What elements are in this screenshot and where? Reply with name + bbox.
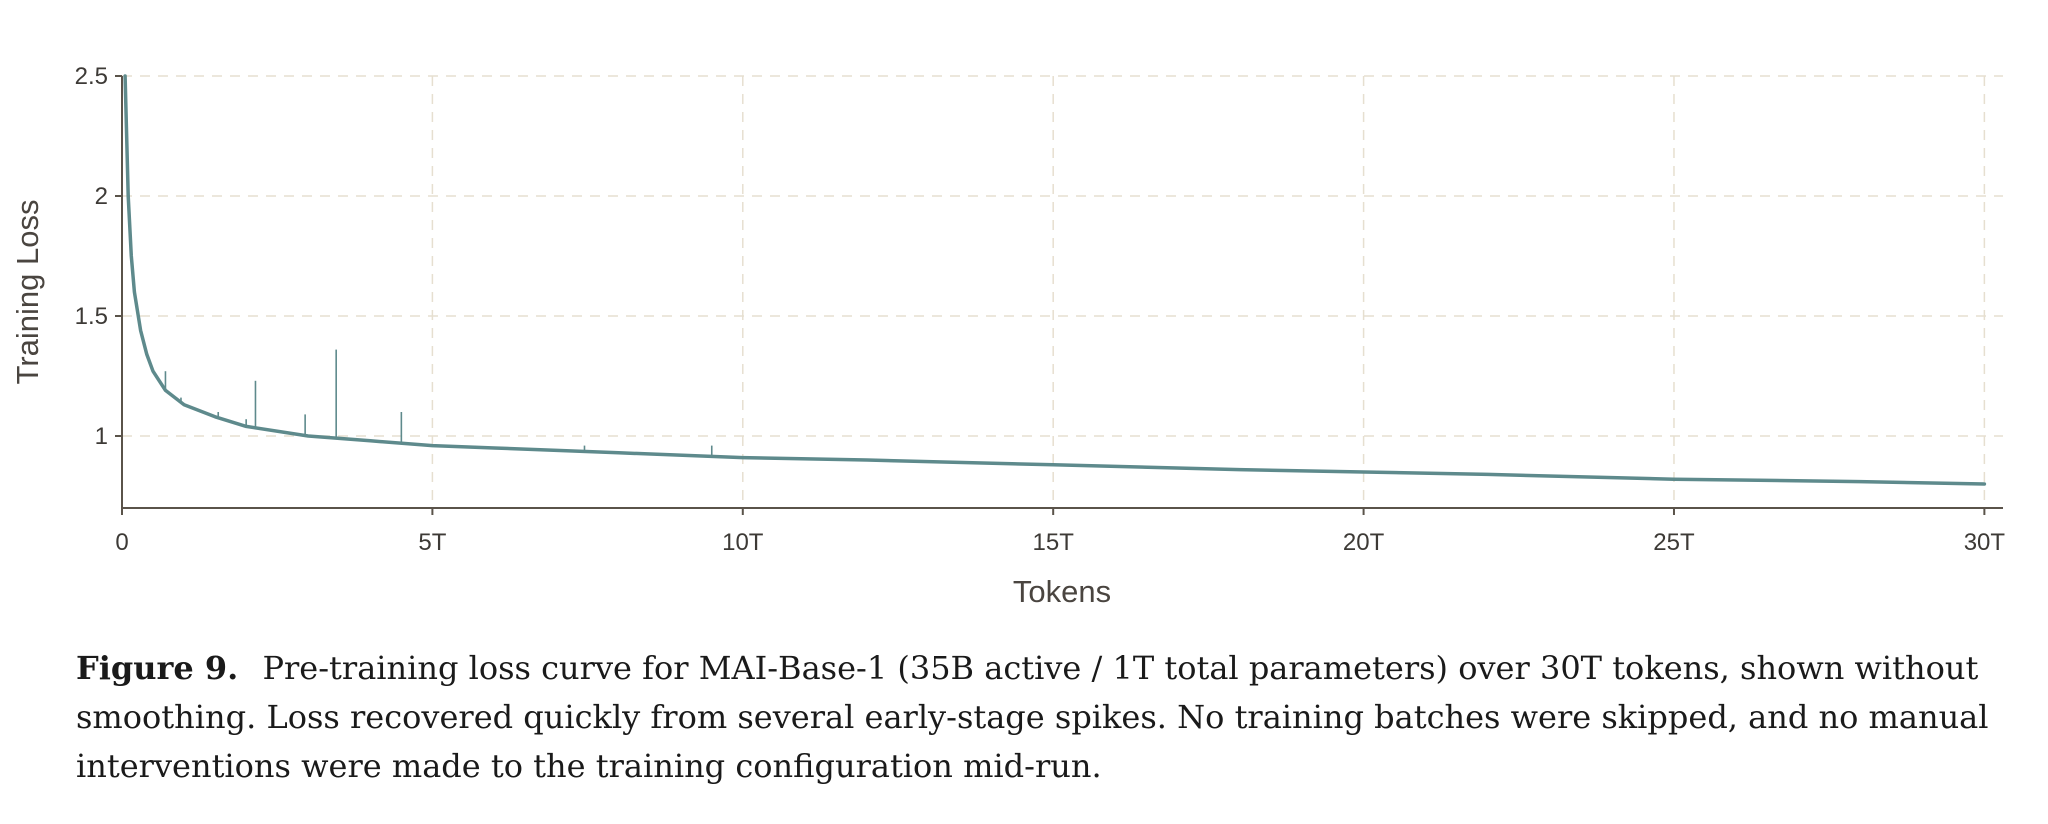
x-tick-label: 20T [1343,529,1385,556]
figure-label: Figure 9. [76,649,239,687]
y-tick-label: 1 [95,423,108,450]
y-tick-label: 1.5 [75,303,108,330]
x-tick-label: 5T [418,529,446,556]
loss-chart: 0 5T 10T 15T 20T 25T 30T 1 1.5 2 2.5 Tokens Train… [10,63,2005,609]
x-tick-labels: 0 5T 10T 15T 20T 25T 30T [115,529,2005,556]
figure-caption: Figure 9. Pre-training loss curve for MA… [76,644,2006,791]
series-group [123,74,1987,486]
x-tick-label: 15T [1033,529,1075,556]
x-tick-label: 30T [1964,529,2006,556]
x-tick-label: 10T [722,529,764,556]
y-tick-labels: 1 1.5 2 2.5 [75,63,108,450]
x-tick-label: 0 [115,529,128,556]
x-tick-label: 25T [1653,529,1695,556]
x-axis-title: Tokens [1013,574,1111,609]
grid-lines [122,75,2003,508]
y-tick-label: 2 [95,183,108,210]
y-tick-label: 2.5 [75,63,108,90]
caption-text: Pre-training loss curve for MAI-Base-1 (… [76,649,1989,785]
y-axis-title: Training Loss [10,200,45,385]
axes [115,75,2003,515]
loss-curve [123,74,1987,486]
